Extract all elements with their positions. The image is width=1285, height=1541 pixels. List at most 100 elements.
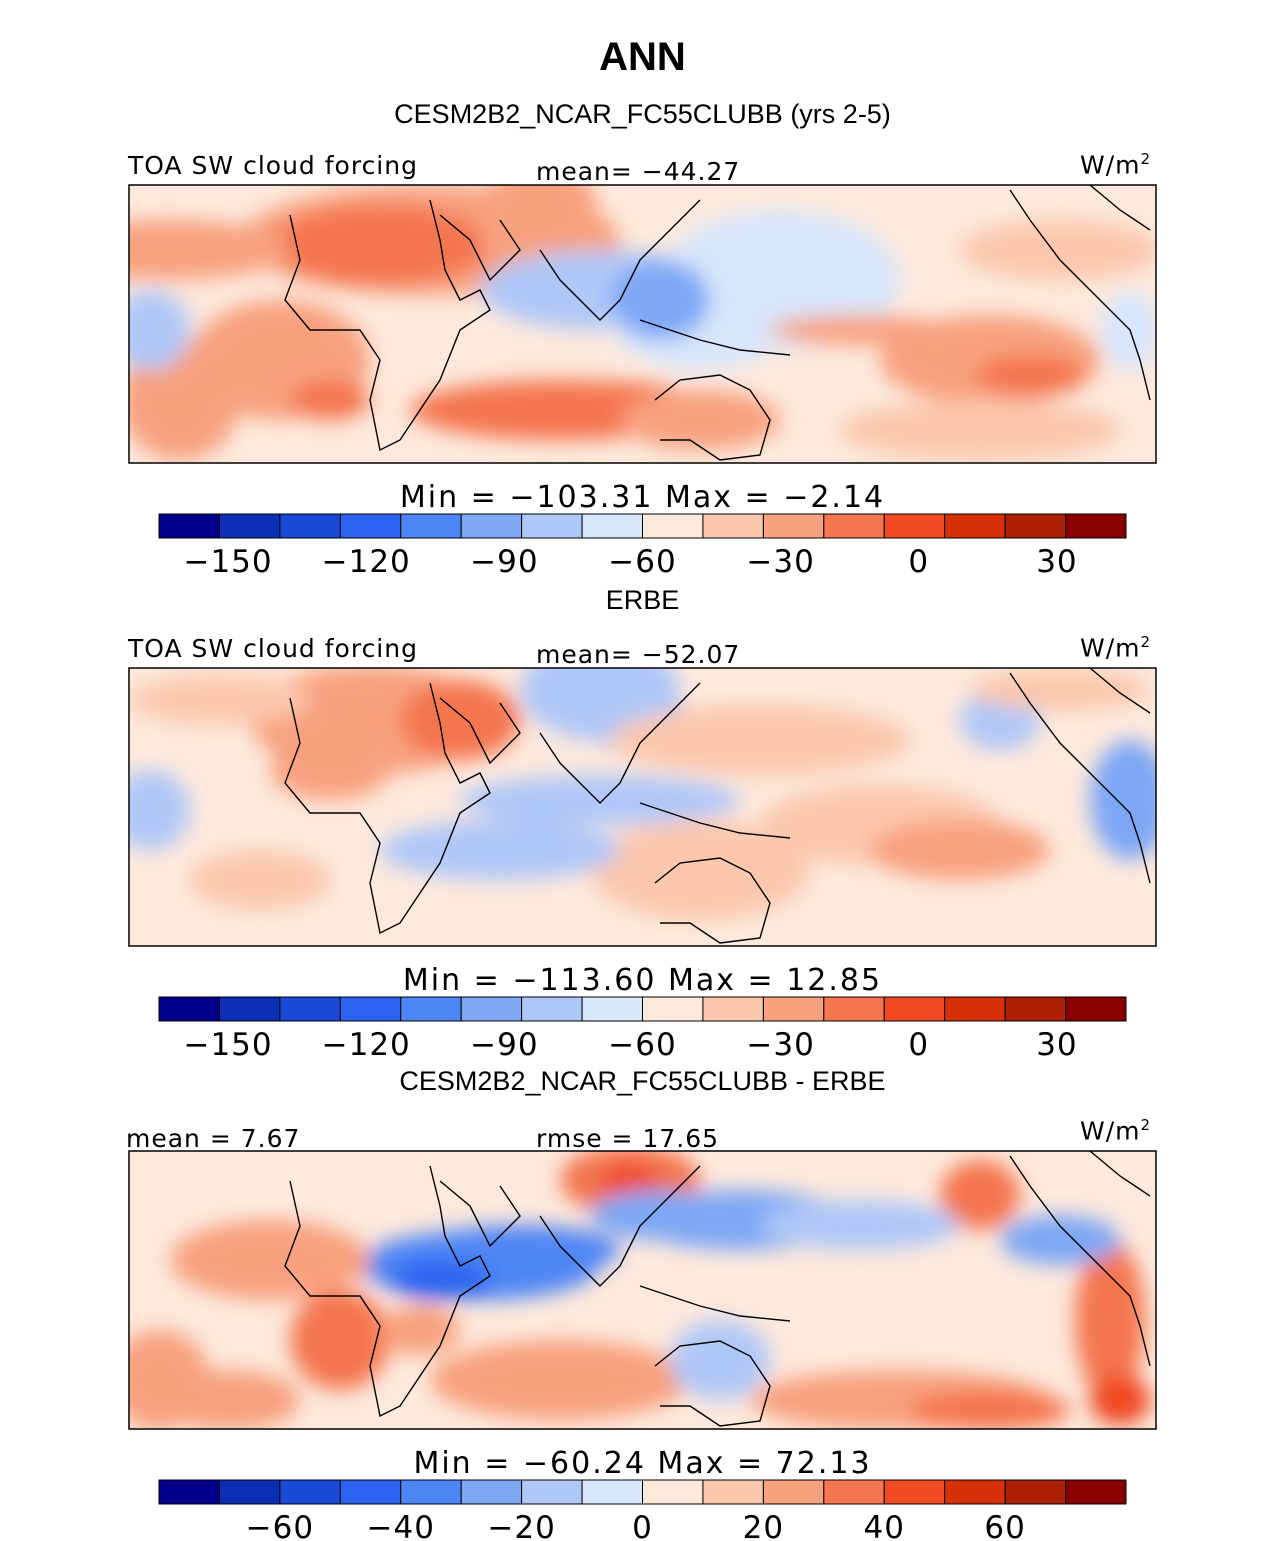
colorbar-swatch — [642, 996, 704, 1022]
colorbar-swatch — [1004, 1479, 1067, 1505]
colorbar-swatch — [642, 1479, 704, 1505]
panel-model-minmax: Min = −103.31 Max = −2.14 — [399, 480, 886, 515]
colorbar-swatch — [944, 1479, 1006, 1505]
colorbar-tick-label: −90 — [470, 1027, 538, 1063]
map-panel-model — [129, 185, 1156, 463]
colorbar-swatch — [339, 1479, 402, 1505]
contour-region — [460, 775, 740, 825]
colorbar-swatch — [400, 996, 462, 1022]
colorbar-swatch — [581, 996, 643, 1022]
colorbar-tick-label: 0 — [908, 544, 929, 580]
colorbar-swatch — [702, 1479, 764, 1505]
contour-region — [290, 380, 370, 420]
colorbar-tick-label: 30 — [1036, 544, 1077, 580]
colorbar-tick-label: −150 — [183, 544, 272, 580]
contour-region — [870, 820, 1050, 880]
contour-region — [420, 1225, 620, 1275]
colorbar-swatch — [762, 996, 825, 1022]
colorbar-swatch — [339, 996, 402, 1022]
colorbar-swatch — [218, 1479, 281, 1505]
colorbar-swatch — [218, 996, 281, 1022]
colorbar-swatch — [944, 513, 1006, 539]
coastline — [1009, 189, 1151, 401]
coastline — [1089, 668, 1151, 714]
colorbar-tick-label: −30 — [746, 544, 814, 580]
colorbar-tick-label: −60 — [608, 544, 676, 580]
panel-model-variable-label: TOA SW cloud forcing — [128, 151, 418, 180]
panel-diff-minmax: Min = −60.24 Max = 72.13 — [413, 1446, 872, 1481]
colorbar-swatch — [279, 1479, 341, 1505]
colorbar-swatch — [1065, 1479, 1127, 1505]
contour-region — [970, 670, 1150, 710]
contour-region — [430, 1340, 690, 1420]
colorbar-swatch — [702, 513, 764, 539]
colorbar-swatch — [944, 996, 1006, 1022]
colorbar-swatch — [823, 1479, 885, 1505]
map-frame — [128, 1150, 1157, 1430]
colorbar-model: −150 −120 −90 −60 −30 0 30 — [158, 513, 1127, 580]
colorbar-swatch — [1065, 513, 1127, 539]
map-panel-obs — [129, 668, 1156, 946]
colorbar-swatch — [460, 513, 523, 539]
contour-region — [940, 1160, 1020, 1230]
contour-region — [610, 705, 910, 775]
colorbar-swatch — [521, 996, 583, 1022]
contour-region — [1090, 740, 1156, 860]
colorbar-tick-label: 0 — [908, 1027, 929, 1063]
contour-region — [130, 675, 310, 725]
colorbar-swatch — [581, 513, 643, 539]
contour-region — [1000, 1215, 1120, 1265]
contour-region — [390, 1260, 490, 1300]
map-frame — [128, 184, 1157, 464]
panel-model-units: W/m2 — [1080, 150, 1152, 180]
panel-model-mean-label: mean= −44.27 — [536, 157, 741, 186]
contour-region — [620, 390, 780, 450]
contour-region — [840, 400, 1120, 460]
panel-obs-units: W/m2 — [1080, 633, 1152, 663]
colorbar-swatch — [400, 513, 462, 539]
contour-region — [129, 340, 240, 460]
contour-region — [290, 1290, 390, 1390]
coastline — [284, 682, 491, 935]
colorbar-swatch — [158, 996, 220, 1022]
colorbar-swatch — [581, 1479, 643, 1505]
colorbar-tick-label: −40 — [367, 1510, 435, 1541]
colorbar-swatch — [521, 1479, 583, 1505]
colorbar-obs: −150 −120 −90 −60 −30 0 30 — [158, 996, 1127, 1063]
contour-region — [1100, 290, 1156, 370]
coastline — [539, 199, 701, 321]
coastline — [639, 802, 791, 839]
contour-region — [975, 355, 1085, 395]
colorbar-swatch — [642, 513, 704, 539]
colorbar-tick-label: 20 — [743, 1510, 784, 1541]
panel-diff-rmse-label: rmse = 17.65 — [536, 1124, 720, 1153]
colorbar-swatch — [823, 513, 885, 539]
coastline — [1009, 1155, 1151, 1367]
contour-region — [380, 820, 620, 880]
panel-model-heading: CESM2B2_NCAR_FC55CLUBB (yrs 2-5) — [394, 99, 891, 129]
coastline — [654, 857, 771, 944]
panel-obs-minmax: Min = −113.60 Max = 12.85 — [402, 963, 883, 998]
map-frame — [128, 667, 1157, 947]
contour-region — [170, 1220, 370, 1300]
contour-region — [670, 1320, 770, 1400]
colorbar-swatch — [460, 1479, 523, 1505]
colorbar-tick-label: −30 — [746, 1027, 814, 1063]
colorbar-swatch — [158, 1479, 220, 1505]
colorbar-swatch — [762, 1479, 825, 1505]
colorbar-swatch — [1004, 996, 1067, 1022]
colorbar-swatch — [218, 513, 281, 539]
contour-region — [590, 820, 810, 920]
figure-title: ANN — [599, 35, 686, 79]
coastline — [1089, 185, 1151, 231]
coastline — [639, 1285, 791, 1322]
colorbar-tick-label: 40 — [864, 1510, 905, 1541]
contour-region — [880, 315, 1100, 405]
coastline — [654, 374, 771, 461]
colorbar-swatch — [158, 513, 220, 539]
contour-region — [160, 1370, 300, 1429]
coastline — [439, 697, 521, 765]
colorbar-swatch — [823, 996, 885, 1022]
panel-obs-heading: ERBE — [605, 585, 680, 615]
contour-region — [590, 1190, 730, 1240]
